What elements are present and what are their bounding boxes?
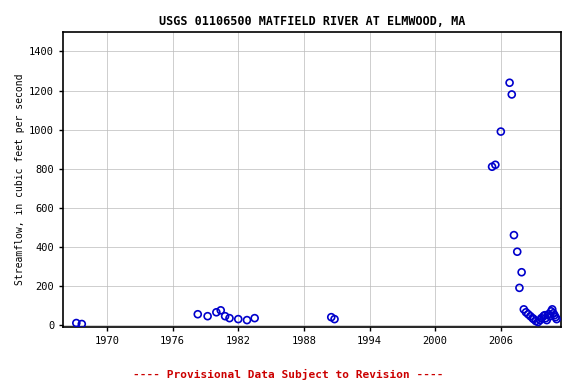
Point xyxy=(551,314,560,320)
Point xyxy=(496,129,505,135)
Point xyxy=(242,317,252,323)
Point xyxy=(221,313,230,319)
Point xyxy=(216,307,225,313)
Point xyxy=(250,315,259,321)
Point xyxy=(540,312,549,318)
Point xyxy=(72,320,81,326)
Point xyxy=(544,311,553,317)
Y-axis label: Streamflow, in cubic feet per second: Streamflow, in cubic feet per second xyxy=(15,74,25,285)
Point xyxy=(542,317,551,323)
Point xyxy=(541,315,550,321)
Point xyxy=(548,306,557,313)
Point xyxy=(519,306,528,313)
Point xyxy=(330,316,339,322)
Point xyxy=(528,315,537,321)
Point xyxy=(225,315,234,321)
Point xyxy=(537,315,546,321)
Point xyxy=(505,79,514,86)
Point xyxy=(552,316,561,322)
Point xyxy=(545,313,555,319)
Point xyxy=(531,318,540,324)
Point xyxy=(327,314,336,320)
Point xyxy=(539,313,548,319)
Point xyxy=(536,317,545,323)
Point xyxy=(515,285,524,291)
Title: USGS 01106500 MATFIELD RIVER AT ELMWOOD, MA: USGS 01106500 MATFIELD RIVER AT ELMWOOD,… xyxy=(159,15,465,28)
Point xyxy=(507,91,516,98)
Point xyxy=(526,313,535,319)
Point xyxy=(533,319,543,325)
Point xyxy=(77,321,86,327)
Point xyxy=(550,312,559,318)
Point xyxy=(529,316,538,322)
Point xyxy=(524,311,533,317)
Point xyxy=(513,249,522,255)
Point xyxy=(193,311,202,317)
Point xyxy=(491,162,500,168)
Point xyxy=(212,309,221,315)
Point xyxy=(549,310,558,316)
Point xyxy=(203,313,212,319)
Point xyxy=(547,308,556,314)
Text: ---- Provisional Data Subject to Revision ----: ---- Provisional Data Subject to Revisio… xyxy=(132,369,444,380)
Point xyxy=(509,232,518,238)
Point xyxy=(517,269,526,275)
Point xyxy=(487,164,497,170)
Point xyxy=(521,309,530,315)
Point xyxy=(234,316,243,322)
